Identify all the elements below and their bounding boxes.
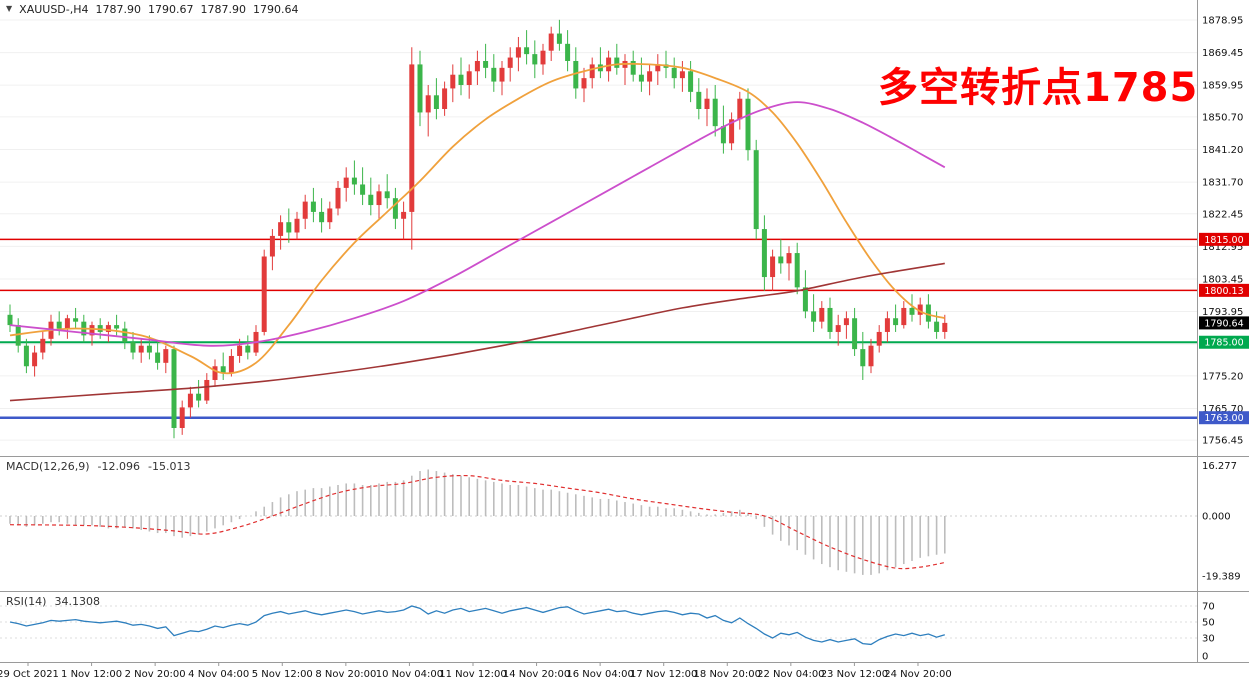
rsi-line — [9, 605, 945, 646]
svg-text:16.277: 16.277 — [1202, 461, 1237, 472]
svg-text:2 Nov 20:00: 2 Nov 20:00 — [125, 669, 186, 680]
svg-text:1800.13: 1800.13 — [1204, 286, 1243, 297]
svg-text:1850.70: 1850.70 — [1202, 112, 1243, 123]
svg-text:1822.45: 1822.45 — [1202, 209, 1243, 220]
svg-text:1859.95: 1859.95 — [1202, 81, 1243, 92]
svg-text:1775.20: 1775.20 — [1202, 371, 1243, 382]
svg-text:1869.45: 1869.45 — [1202, 48, 1243, 59]
svg-text:1815.00: 1815.00 — [1204, 235, 1243, 246]
svg-text:22 Nov 04:00: 22 Nov 04:00 — [757, 669, 824, 680]
svg-text:16 Nov 04:00: 16 Nov 04:00 — [566, 669, 633, 680]
svg-text:0.000: 0.000 — [1202, 512, 1231, 523]
price-grid-lines — [0, 19, 1197, 441]
svg-text:50: 50 — [1202, 618, 1215, 629]
svg-text:30: 30 — [1202, 634, 1215, 645]
svg-text:1763.00: 1763.00 — [1204, 413, 1243, 424]
svg-text:0: 0 — [1202, 652, 1208, 663]
svg-text:17 Nov 12:00: 17 Nov 12:00 — [630, 669, 697, 680]
time-axis[interactable]: 29 Oct 2021 1 Nov 12:00 2 Nov 20:00 4 Nov 0… — [0, 662, 952, 681]
svg-text:1793.95: 1793.95 — [1202, 307, 1243, 318]
svg-text:24 Nov 20:00: 24 Nov 20:00 — [884, 669, 951, 680]
svg-text:1803.45: 1803.45 — [1202, 274, 1243, 285]
svg-text:1812.95: 1812.95 — [1202, 242, 1243, 253]
annotation-text[interactable]: 多空转折点1785 — [878, 65, 1199, 111]
svg-text:18 Nov 20:00: 18 Nov 20:00 — [694, 669, 761, 680]
svg-text:1765.70: 1765.70 — [1202, 404, 1243, 415]
svg-text:8 Nov 20:00: 8 Nov 20:00 — [315, 669, 376, 680]
horizontal-level-lines[interactable] — [0, 238, 1197, 419]
ma-mid-magenta-line — [9, 101, 946, 347]
svg-text:1878.95: 1878.95 — [1202, 16, 1243, 27]
svg-text:29 Oct 2021: 29 Oct 2021 — [0, 669, 59, 680]
ma-slow-darkred-line — [9, 262, 945, 402]
svg-text:5 Nov 12:00: 5 Nov 12:00 — [252, 669, 313, 680]
svg-text:1785.00: 1785.00 — [1204, 338, 1243, 349]
svg-text:70: 70 — [1202, 602, 1215, 613]
svg-text:-19.389: -19.389 — [1202, 572, 1241, 583]
macd-signal-line — [9, 474, 945, 570]
svg-text:10 Nov 04:00: 10 Nov 04:00 — [376, 669, 443, 680]
ma-fast-orange-line — [9, 62, 946, 375]
svg-text:4 Nov 04:00: 4 Nov 04:00 — [188, 669, 249, 680]
svg-text:1756.45: 1756.45 — [1202, 436, 1243, 447]
macd-histogram — [9, 469, 946, 575]
svg-text:1841.20: 1841.20 — [1202, 145, 1243, 156]
svg-text:23 Nov 12:00: 23 Nov 12:00 — [821, 669, 888, 680]
svg-text:14 Nov 20:00: 14 Nov 20:00 — [503, 669, 570, 680]
svg-text:1 Nov 12:00: 1 Nov 12:00 — [61, 669, 122, 680]
svg-text:1831.70: 1831.70 — [1202, 178, 1243, 189]
svg-text:11 Nov 12:00: 11 Nov 12:00 — [439, 669, 506, 680]
price-level-badges: 1815.00 1800.13 1785.00 1763.00 1790.64 — [1199, 232, 1249, 425]
svg-text:1790.64: 1790.64 — [1204, 318, 1243, 329]
